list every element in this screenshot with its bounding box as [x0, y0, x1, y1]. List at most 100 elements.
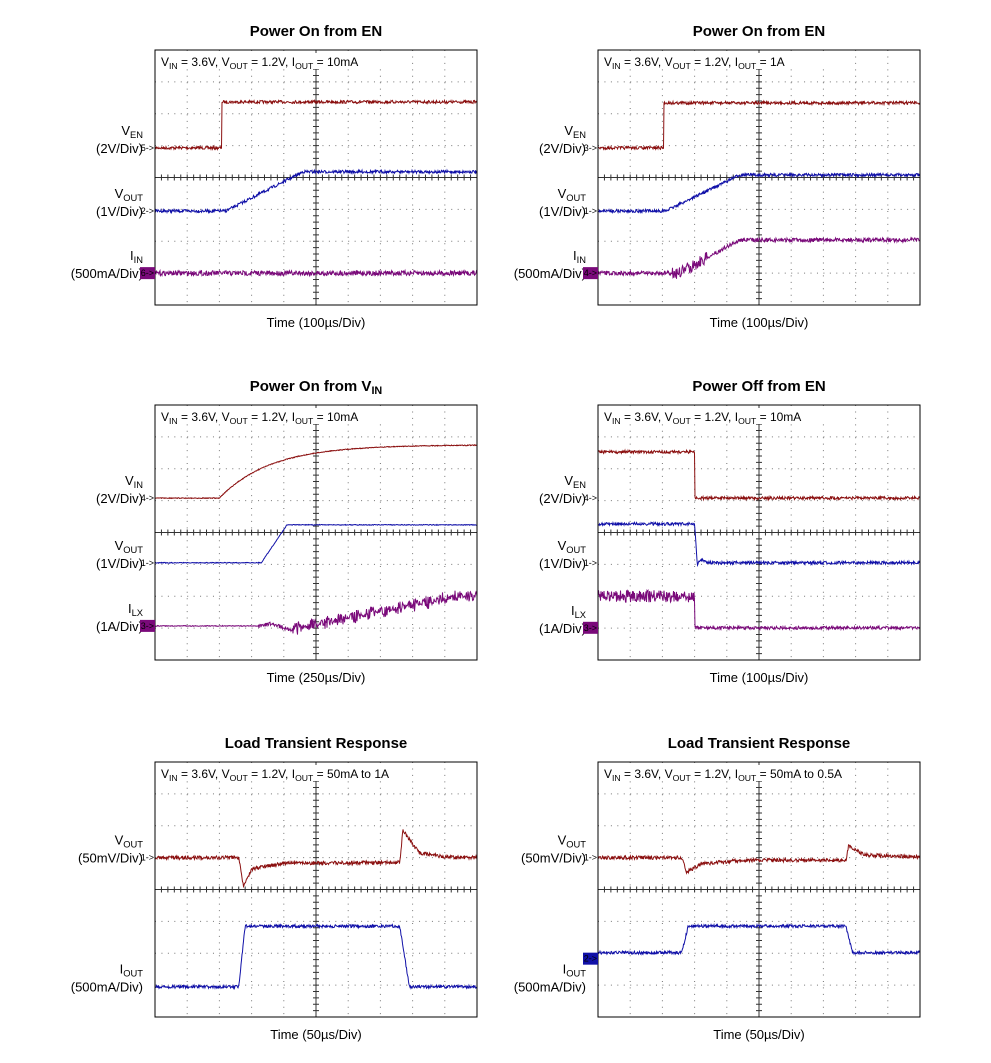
channel-marker-box: [140, 619, 155, 632]
channel-marker: 2->: [584, 954, 597, 964]
text-part: Power Off from EN: [692, 378, 825, 395]
subscript: OUT: [566, 969, 586, 979]
waveform-trace: [154, 523, 478, 565]
channel-marker-box: [583, 621, 598, 634]
panel-title: Power Off from EN: [692, 378, 825, 395]
waveform-trace: [154, 922, 478, 991]
text-part: Power On from EN: [693, 23, 826, 40]
channel-name: VOUT: [558, 833, 587, 850]
text-part: V: [115, 833, 124, 848]
channel-marker: 2->: [141, 206, 154, 216]
subscript: OUT: [123, 969, 143, 979]
x-axis-label: Time (250µs/Div): [267, 670, 366, 685]
channel-marker: 3->: [584, 623, 597, 633]
subscript: OUT: [295, 416, 314, 426]
channel-scale: (1V/Div): [96, 556, 143, 571]
text-part: I: [128, 601, 132, 616]
channel-marker: 1->: [584, 558, 597, 568]
test-conditions: VIN = 3.6V, VOUT = 1.2V, IOUT = 10mA: [161, 55, 358, 71]
text-part: V: [558, 538, 567, 553]
text-part: V: [161, 55, 169, 69]
text-part: = 10mA: [313, 55, 358, 69]
condition-bg: [600, 53, 835, 69]
channel-scale: (1V/Div): [96, 204, 143, 219]
panel-title: Power On from EN: [250, 23, 383, 40]
text-part: V: [558, 186, 567, 201]
text-part: = 10mA: [756, 410, 801, 424]
subscript: OUT: [738, 61, 757, 71]
waveform-trace: [154, 829, 478, 889]
x-axis-label: Time (100µs/Div): [710, 315, 809, 330]
subscript: EN: [573, 480, 586, 490]
subscript: IN: [612, 61, 621, 71]
channel-scale: (2V/Div): [539, 141, 586, 156]
subscript: IN: [169, 773, 178, 783]
text-part: Power On from EN: [250, 23, 383, 40]
text-part: I: [120, 962, 124, 977]
waveform-trace: [597, 171, 921, 215]
waveform-trace: [154, 98, 478, 151]
channel-scale: (500mA/Div): [514, 266, 586, 281]
subscript: EN: [130, 130, 143, 140]
waveform-trace: [597, 844, 921, 875]
condition-bg: [157, 765, 392, 781]
subscript: LX: [132, 608, 144, 618]
scope-panel: Power On from EN VIN = 3.6V, VOUT = 1.2V,…: [514, 23, 921, 330]
x-axis-label: Time (100µs/Div): [710, 670, 809, 685]
channel-scale: (1V/Div): [539, 204, 586, 219]
subscript: OUT: [673, 416, 692, 426]
text-part: = 1A: [756, 55, 784, 69]
text-part: I: [130, 248, 134, 263]
channel-name: ILX: [128, 601, 144, 618]
text-part: = 1.2V, I: [248, 767, 295, 781]
text-part: = 1.2V, I: [691, 55, 738, 69]
x-axis-label: Time (100µs/Div): [267, 315, 366, 330]
channel-marker: 4->: [584, 268, 597, 278]
text-part: = 1.2V, I: [691, 767, 738, 781]
channel-name: VEN: [121, 123, 143, 140]
channel-name: VEN: [564, 473, 586, 490]
subscript: IN: [612, 416, 621, 426]
text-part: V: [121, 123, 130, 138]
text-part: Power On from V: [250, 378, 372, 395]
channel-scale: (2V/Div): [96, 491, 143, 506]
subscript: IN: [134, 480, 143, 490]
subscript: OUT: [295, 61, 314, 71]
channel-name: ILX: [571, 603, 587, 620]
channel-name: VOUT: [558, 538, 587, 555]
channel-scale: (500mA/Div): [514, 980, 586, 995]
waveform-trace: [154, 444, 478, 500]
subscript: OUT: [738, 773, 757, 783]
waveform-trace: [597, 922, 921, 956]
subscript: OUT: [123, 193, 143, 203]
panel-title: Power On from EN: [693, 23, 826, 40]
condition-bg: [157, 53, 392, 69]
test-conditions: VIN = 3.6V, VOUT = 1.2V, IOUT = 1A: [604, 55, 785, 71]
channel-marker: 6->: [141, 268, 154, 278]
panel-title: Power On from VIN: [250, 378, 383, 397]
subscript: IN: [612, 773, 621, 783]
text-part: I: [573, 248, 577, 263]
channel-scale: (50mV/Div): [521, 851, 586, 866]
text-part: V: [115, 538, 124, 553]
channel-marker: 3->: [584, 143, 597, 153]
x-axis-label: Time (50µs/Div): [713, 1027, 805, 1042]
subscript: OUT: [566, 545, 586, 555]
screen-border: [154, 761, 478, 1018]
text-part: = 3.6V, V: [178, 767, 230, 781]
channel-marker: 3->: [141, 621, 154, 631]
text-part: = 3.6V, V: [621, 767, 673, 781]
channel-name: IIN: [573, 248, 586, 265]
waveform-trace: [597, 448, 921, 502]
panel-title: Load Transient Response: [668, 735, 851, 752]
channel-name: VOUT: [115, 538, 144, 555]
test-conditions: VIN = 3.6V, VOUT = 1.2V, IOUT = 10mA: [161, 410, 358, 426]
subscript: OUT: [566, 840, 586, 850]
screen-border: [154, 49, 478, 306]
text-part: = 3.6V, V: [178, 410, 230, 424]
screen-border: [597, 49, 921, 306]
text-part: = 1.2V, I: [248, 55, 295, 69]
channel-scale: (50mV/Div): [78, 851, 143, 866]
